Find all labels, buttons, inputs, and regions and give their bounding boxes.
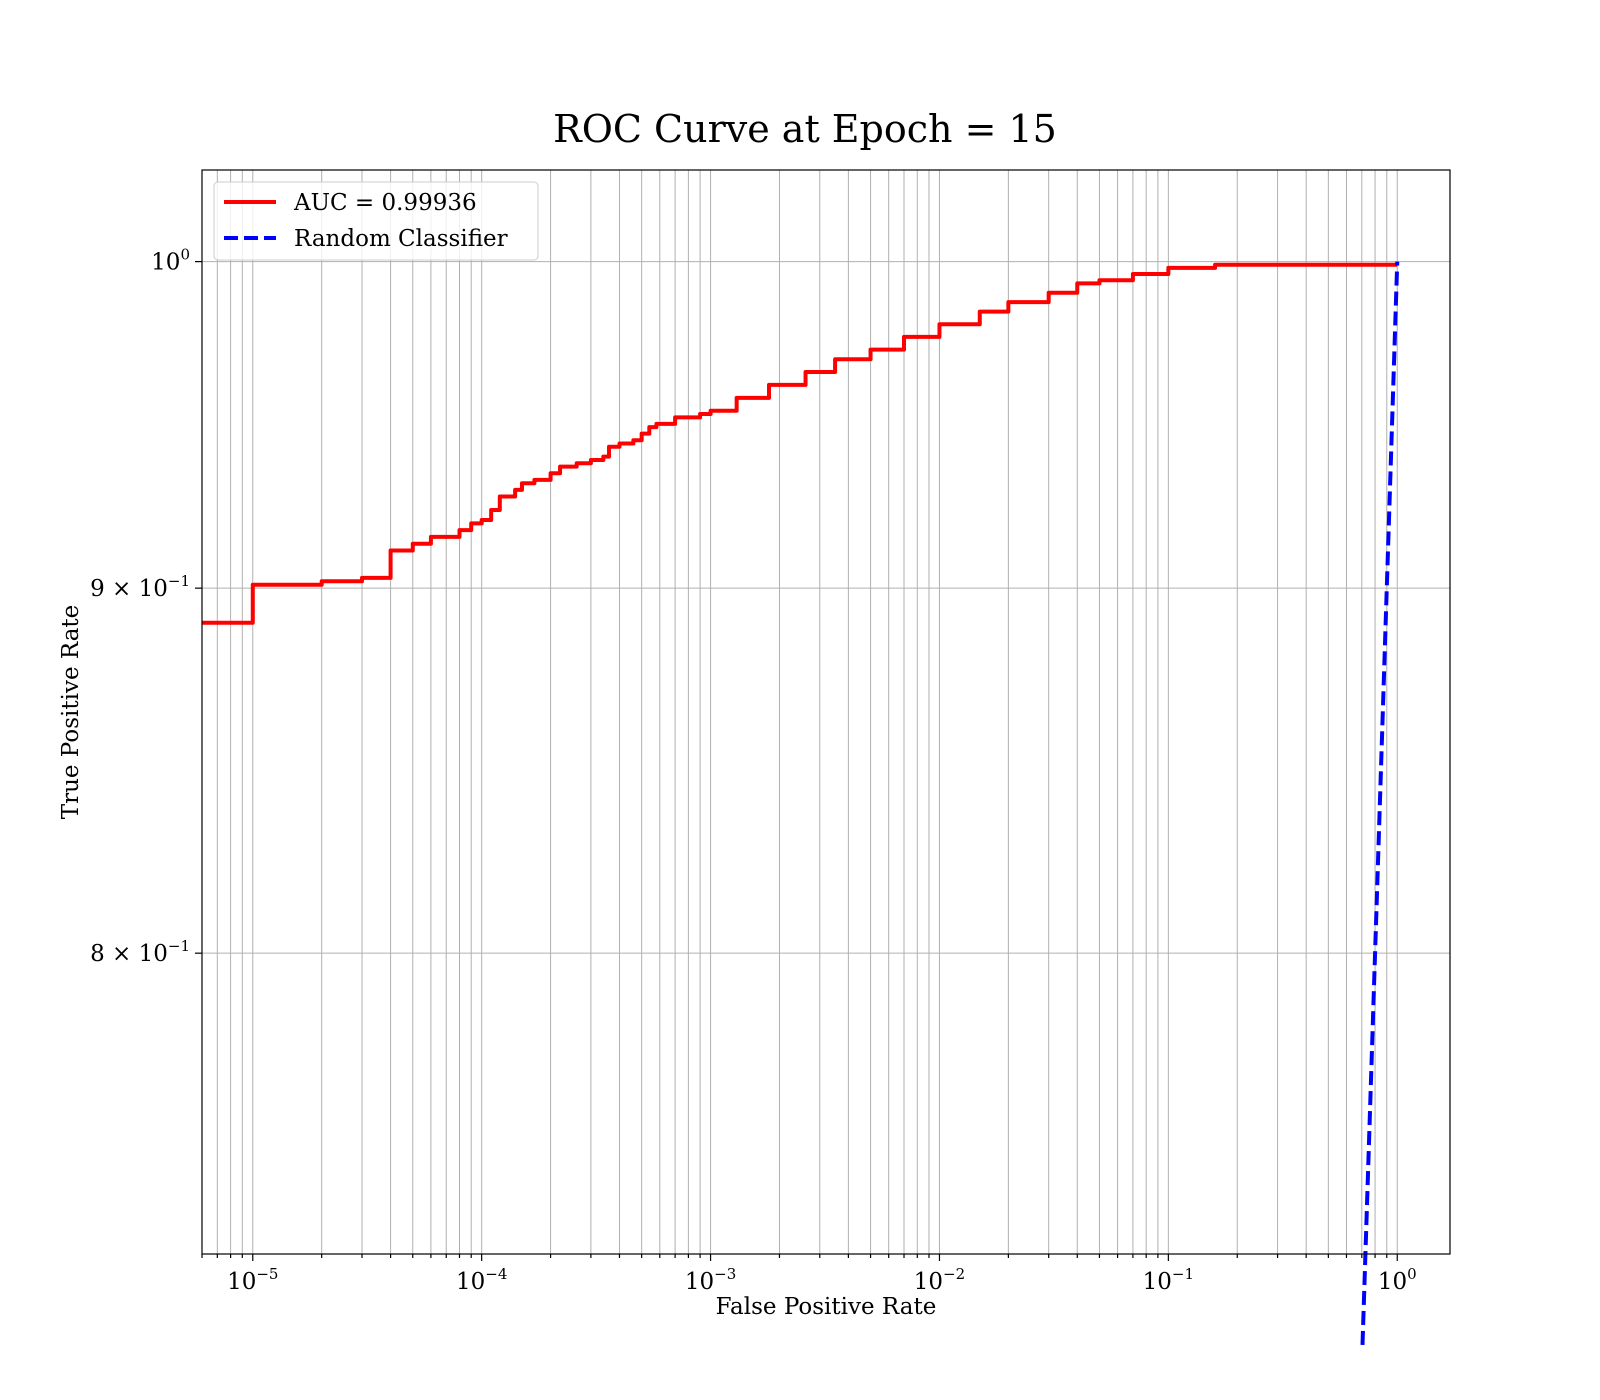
plot-series <box>202 261 1400 1346</box>
y-tick-label: 9 × 10−1 <box>90 572 190 602</box>
y-axis-label: True Positive Rate <box>58 605 84 820</box>
roc-curve-line <box>202 262 1398 625</box>
chart-title: ROC Curve at Epoch = 15 <box>553 107 1057 151</box>
x-tick-label: 100 <box>1378 1265 1417 1295</box>
legend-box <box>213 181 539 261</box>
y-tick-label: 8 × 10−1 <box>90 937 190 967</box>
y-axis-ticks: 100 9 × 10−1 8 × 10−1 <box>90 246 202 967</box>
x-axis-label: False Positive Rate <box>716 1294 937 1320</box>
legend: AUC = 0.99936 Random Classifier <box>213 181 539 261</box>
legend-auc-label: AUC = 0.99936 <box>293 190 477 216</box>
y-tick-label: 100 <box>151 246 190 276</box>
x-tick-label: 10−5 <box>227 1265 278 1295</box>
legend-random-label: Random Classifier <box>294 226 508 252</box>
x-tick-label: 10−3 <box>685 1265 736 1295</box>
random-classifier-line <box>1360 261 1400 1346</box>
plot-frame <box>201 169 1451 1255</box>
x-axis-ticks: 10−5 10−4 10−3 10−2 10−1 100 <box>201 1254 1417 1295</box>
x-tick-label: 10−2 <box>914 1265 965 1295</box>
grid <box>201 170 1450 1254</box>
x-tick-label: 10−1 <box>1143 1265 1194 1295</box>
x-tick-label: 10−4 <box>456 1265 507 1295</box>
